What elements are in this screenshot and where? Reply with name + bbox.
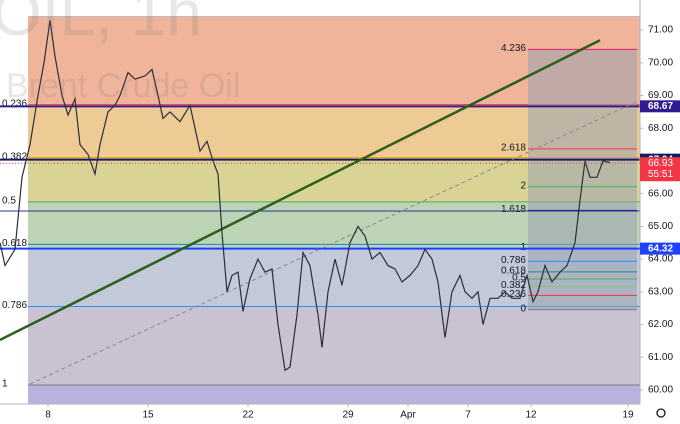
x-tick-label: 19	[622, 410, 634, 421]
y-tick-label: 65.00	[648, 221, 673, 232]
fib-label: 0.786	[2, 300, 27, 311]
x-tick-label: 12	[525, 410, 537, 421]
fib-extension-label: 0.382	[501, 280, 526, 291]
x-tick-label: 7	[465, 410, 471, 421]
price-label-box	[640, 242, 680, 255]
y-tick-label: 66.00	[648, 188, 673, 199]
fib-extension-label: 1	[520, 242, 526, 253]
fib-extension-label: 0.236	[501, 289, 526, 300]
fib-label: 0.236	[2, 98, 27, 109]
fib-band	[28, 306, 640, 386]
x-tick-label: 8	[45, 410, 51, 421]
y-axis-area	[640, 0, 680, 424]
price-label: 68.67	[648, 101, 673, 112]
y-tick-label: 69.00	[648, 90, 673, 101]
watermark-description: Brent Crude Oil	[6, 67, 240, 105]
trend-line	[29, 99, 641, 385]
fib-extension-label: 1.618	[501, 204, 526, 215]
y-tick-label: 64.00	[648, 254, 673, 265]
fib-extension-label: 0.786	[501, 255, 526, 266]
fib-extension-label: 0.618	[501, 265, 526, 276]
x-tick-label: Apr	[400, 410, 416, 421]
y-tick-label: 63.00	[648, 286, 673, 297]
fib-extension-label: 0	[520, 303, 526, 314]
fib-band	[28, 385, 640, 404]
x-tick-label: 15	[142, 410, 154, 421]
trend-line	[0, 39, 601, 342]
fib-label: 0.382	[2, 151, 27, 162]
y-tick-label: 71.00	[648, 25, 673, 36]
price-label: 64.32	[648, 243, 673, 254]
fib-label: 0.5	[2, 195, 16, 206]
price-label-box	[640, 100, 680, 113]
last-price-box	[640, 157, 680, 182]
fib-extension-label: 0.5	[512, 273, 526, 284]
settings-icon[interactable]	[656, 408, 666, 418]
x-tick-label: 22	[242, 410, 254, 421]
y-tick-label: 70.00	[648, 57, 673, 68]
y-tick-label: 68.00	[648, 123, 673, 134]
fib-label: 1	[2, 379, 8, 390]
x-axis-area	[0, 404, 640, 424]
fib-extension-label: 2	[520, 180, 526, 191]
y-tick-label: 61.00	[648, 352, 673, 363]
fib-extension-label: 2.618	[501, 142, 526, 153]
y-tick-label: 60.00	[648, 385, 673, 396]
price-series	[0, 20, 611, 372]
y-tick-label: 62.00	[648, 319, 673, 330]
countdown-label: 55:51	[648, 169, 673, 180]
fib-label: 0.618	[2, 238, 27, 249]
watermark-symbol: OIL, 1h	[0, 0, 202, 49]
last-price-label: 66.93	[648, 158, 673, 169]
fib-extension-label: 4.236	[501, 43, 526, 54]
x-tick-label: 29	[342, 410, 354, 421]
